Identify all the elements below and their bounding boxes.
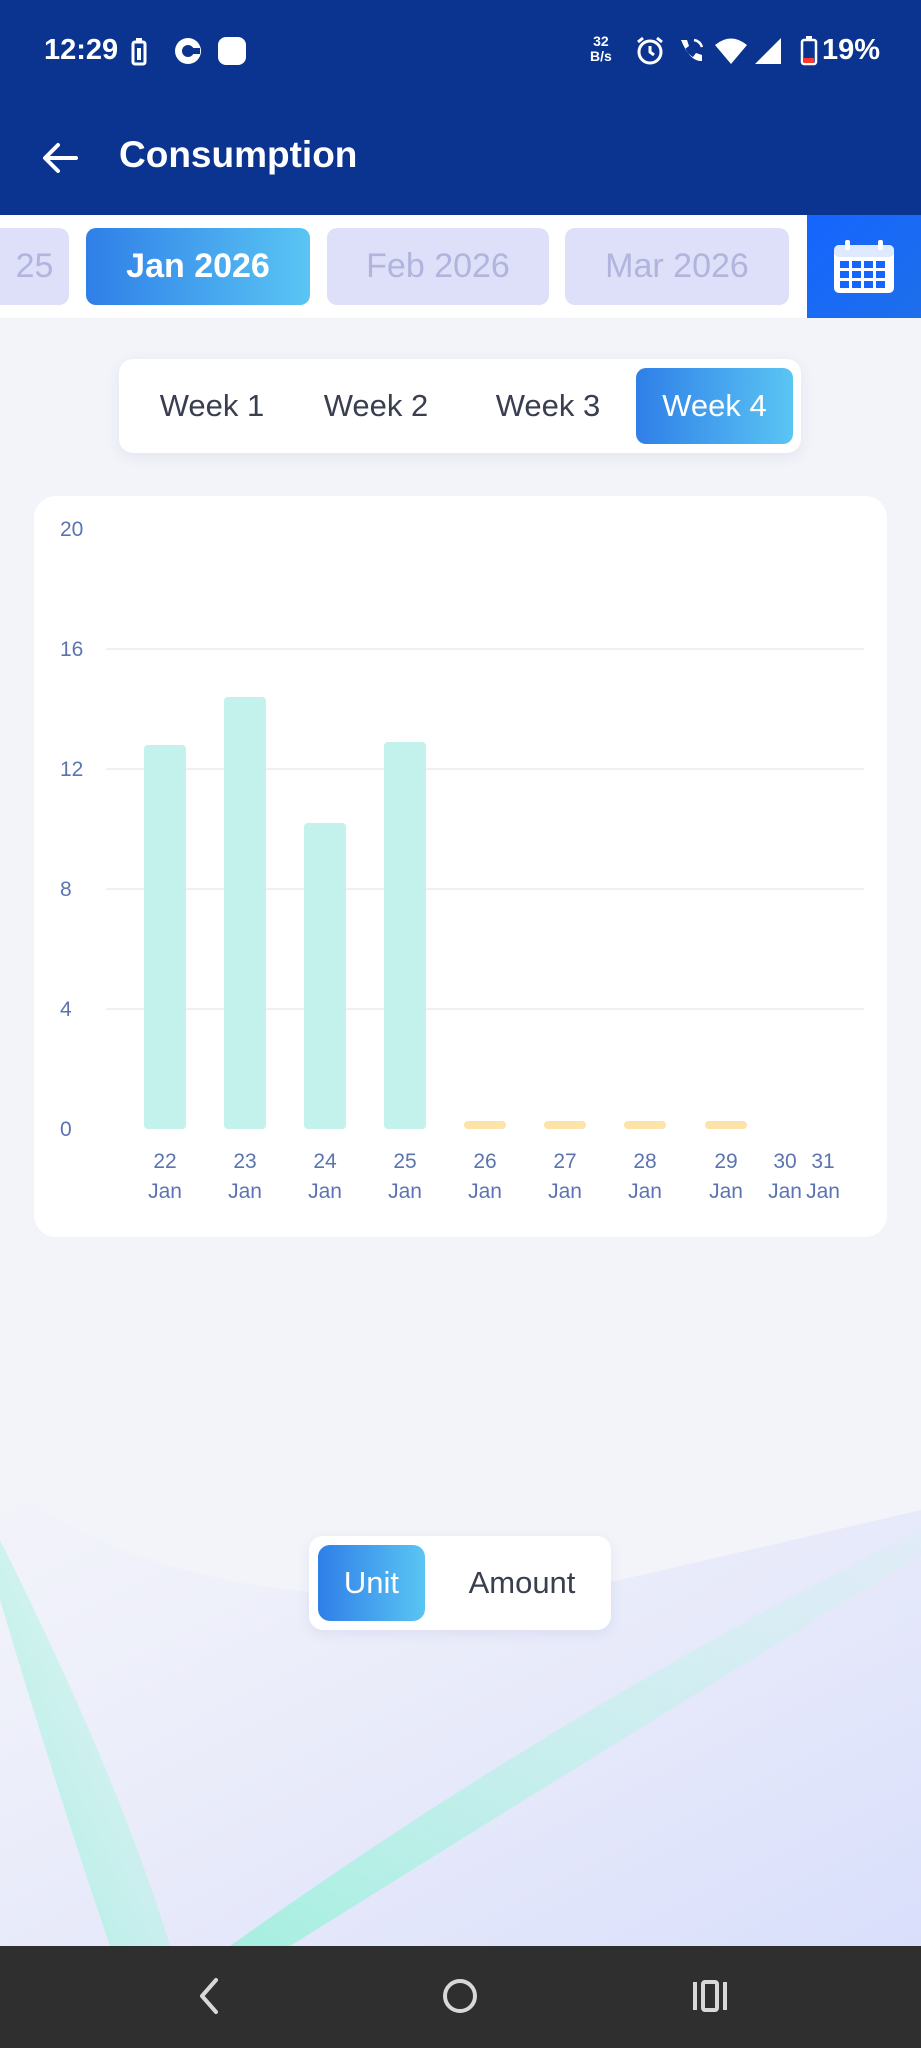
tab-week-1[interactable]: Week 1: [137, 368, 287, 444]
month-chip-mar-2026[interactable]: Mar 2026: [565, 228, 789, 305]
battery-percent: 19%: [822, 34, 881, 66]
nav-home-icon: [443, 1979, 477, 2013]
toggle-label: Amount: [468, 1565, 576, 1600]
y-tick-label: 20: [60, 518, 83, 541]
bar[interactable]: [144, 745, 186, 1129]
month-chip-jan-2026[interactable]: Jan 2026: [86, 228, 310, 305]
x-tick-label: Jan: [228, 1180, 262, 1203]
bar[interactable]: [304, 823, 346, 1129]
top-bar: 12:29 32 B/s: [0, 0, 921, 215]
app-badge-icon: [218, 37, 246, 65]
month-selector: 25 Jan 2026 Feb 2026 Mar 2026: [0, 215, 921, 318]
x-tick-label: 24: [313, 1150, 337, 1173]
tab-label: Week 4: [662, 388, 767, 423]
tab-week-2[interactable]: Week 2: [301, 368, 451, 444]
nav-home-button[interactable]: [425, 1966, 495, 2026]
wifi-calling-icon: [681, 38, 704, 62]
tab-week-4[interactable]: Week 4: [636, 368, 793, 444]
x-tick-label: Jan: [548, 1180, 582, 1203]
wifi-icon: [715, 38, 747, 64]
x-tick-label: Jan: [308, 1180, 342, 1203]
bar[interactable]: [224, 697, 266, 1129]
x-tick-label: Jan: [768, 1180, 802, 1203]
x-tick-label: 23: [233, 1150, 256, 1173]
nav-recents-icon: [693, 1980, 727, 2012]
x-tick-label: Jan: [388, 1180, 422, 1203]
bar-pending[interactable]: [624, 1121, 666, 1129]
background-decoration: [0, 1480, 921, 1946]
tab-label: Week 3: [495, 388, 601, 423]
bar-pending[interactable]: [544, 1121, 586, 1129]
month-chip-label: Mar 2026: [605, 247, 749, 285]
y-tick-label: 16: [60, 638, 83, 661]
network-speed-value: 32: [593, 33, 609, 49]
month-chip-label: 25: [15, 247, 54, 285]
x-tick-label: 29: [714, 1150, 737, 1173]
week-selector: Week 1 Week 2 Week 3 Week 4: [119, 359, 801, 453]
bar[interactable]: [384, 742, 426, 1129]
network-speed: 32 B/s: [590, 34, 612, 64]
app-bar: Consumption: [0, 104, 921, 215]
month-chip-label: Jan 2026: [126, 247, 270, 285]
y-tick-label: 12: [60, 758, 83, 781]
status-bar: 12:29 32 B/s: [0, 0, 921, 104]
tab-label: Week 2: [323, 388, 429, 423]
y-tick-label: 8: [60, 878, 72, 901]
month-chip-feb-2026[interactable]: Feb 2026: [327, 228, 549, 305]
x-tick-label: 26: [473, 1150, 496, 1173]
tab-label: Week 1: [159, 388, 265, 423]
consumption-chart-card: 0 4 8 12 16 20 22 Jan 23 Jan 24 Jan 25 Jan 26 Jan 27 Jan 2…: [34, 496, 887, 1237]
signal-icon: [755, 38, 781, 64]
x-tick-label: 27: [553, 1150, 576, 1173]
x-tick-label: 22: [153, 1150, 176, 1173]
toggle-label: Unit: [343, 1565, 400, 1600]
arrow-left-icon: [43, 143, 78, 173]
month-chip-previous[interactable]: 25: [0, 228, 69, 305]
y-tick-label: 4: [60, 998, 72, 1021]
unit-amount-toggle: Unit Amount: [309, 1536, 611, 1630]
x-tick-label: 30: [773, 1150, 796, 1173]
bar-pending[interactable]: [464, 1121, 506, 1129]
month-chip-label: Feb 2026: [366, 247, 510, 285]
status-time: 12:29: [44, 34, 119, 66]
page-title: Consumption: [119, 134, 358, 175]
nav-recents-button[interactable]: [675, 1966, 745, 2026]
battery-icon: [800, 36, 818, 66]
network-speed-unit: B/s: [590, 48, 612, 64]
x-tick-label: 25: [393, 1150, 416, 1173]
x-tick-label: Jan: [628, 1180, 662, 1203]
x-tick-label: Jan: [806, 1180, 840, 1203]
toggle-amount[interactable]: Amount: [447, 1545, 597, 1621]
app-notification-icon: [175, 38, 201, 64]
x-tick-label: Jan: [709, 1180, 743, 1203]
back-button[interactable]: [30, 128, 90, 188]
calendar-button[interactable]: [807, 215, 921, 318]
x-tick-label: 31: [811, 1150, 834, 1173]
bar-pending[interactable]: [705, 1121, 747, 1129]
nav-back-button[interactable]: [175, 1966, 245, 2026]
system-nav-bar: [0, 1946, 921, 2048]
toggle-unit[interactable]: Unit: [318, 1545, 425, 1621]
x-tick-label: Jan: [468, 1180, 502, 1203]
x-tick-label: 28: [633, 1150, 656, 1173]
consumption-bar-chart: 0 4 8 12 16 20 22 Jan 23 Jan 24 Jan 25 Jan 26 Jan 27 Jan 2…: [60, 518, 864, 1203]
x-tick-label: Jan: [148, 1180, 182, 1203]
battery-saver-icon: [131, 38, 147, 66]
calendar-icon: [834, 239, 894, 293]
nav-back-icon: [200, 1978, 218, 2014]
y-tick-label: 0: [60, 1118, 72, 1141]
tab-week-3[interactable]: Week 3: [473, 368, 623, 444]
alarm-icon: [637, 36, 663, 65]
